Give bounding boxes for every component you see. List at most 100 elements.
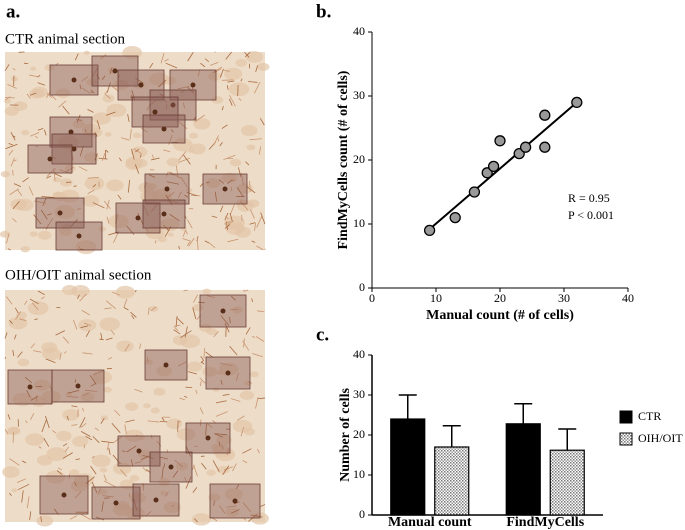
stain bbox=[112, 462, 132, 475]
process bbox=[196, 237, 199, 251]
process bbox=[150, 306, 157, 311]
process bbox=[38, 446, 42, 449]
process bbox=[218, 441, 221, 447]
stain bbox=[57, 135, 79, 150]
stain bbox=[160, 490, 168, 496]
process bbox=[64, 446, 70, 453]
cell bbox=[222, 186, 228, 192]
panel-label: c. bbox=[316, 324, 329, 345]
process bbox=[58, 100, 67, 108]
process bbox=[12, 67, 16, 71]
point bbox=[449, 211, 461, 224]
process bbox=[12, 218, 17, 223]
stain bbox=[4, 98, 12, 104]
process bbox=[185, 445, 192, 457]
process bbox=[187, 52, 194, 62]
stain bbox=[30, 66, 37, 71]
process bbox=[26, 390, 31, 398]
process bbox=[105, 300, 117, 310]
process bbox=[37, 74, 41, 78]
process bbox=[29, 74, 38, 78]
process bbox=[49, 385, 52, 391]
process bbox=[229, 212, 233, 222]
process bbox=[256, 216, 263, 228]
cell bbox=[153, 497, 159, 503]
bar bbox=[390, 418, 426, 516]
process bbox=[207, 295, 215, 299]
process bbox=[182, 154, 191, 165]
process bbox=[62, 336, 70, 344]
process bbox=[134, 388, 143, 393]
point bbox=[487, 160, 500, 173]
process bbox=[239, 200, 249, 211]
process bbox=[164, 58, 169, 62]
process bbox=[77, 294, 80, 300]
process bbox=[108, 447, 111, 455]
process bbox=[104, 90, 108, 95]
process bbox=[198, 301, 205, 304]
process bbox=[54, 173, 62, 178]
process bbox=[90, 465, 97, 475]
process bbox=[15, 311, 21, 320]
x-tick-label: FindMyCells bbox=[506, 515, 584, 530]
cell bbox=[136, 448, 142, 454]
process bbox=[242, 502, 252, 513]
process bbox=[120, 469, 127, 477]
process bbox=[103, 474, 107, 481]
process bbox=[104, 307, 112, 310]
cell bbox=[164, 186, 170, 192]
process bbox=[223, 154, 236, 161]
process bbox=[230, 398, 241, 402]
process bbox=[55, 330, 65, 336]
process bbox=[246, 185, 256, 194]
process bbox=[180, 176, 188, 188]
process bbox=[227, 179, 233, 184]
process bbox=[229, 317, 231, 324]
cell bbox=[138, 82, 144, 88]
process bbox=[258, 146, 262, 155]
process bbox=[183, 395, 188, 398]
stain bbox=[75, 240, 97, 255]
cell bbox=[113, 500, 119, 506]
process bbox=[255, 336, 265, 342]
stain bbox=[25, 433, 44, 446]
process bbox=[91, 67, 99, 78]
process bbox=[7, 248, 11, 251]
process bbox=[105, 111, 116, 116]
process bbox=[13, 334, 17, 340]
annotation: R = 0.95 bbox=[568, 191, 610, 205]
process bbox=[105, 337, 113, 341]
process bbox=[43, 129, 47, 136]
process bbox=[71, 424, 78, 426]
stain bbox=[206, 469, 216, 476]
process bbox=[201, 462, 207, 470]
stain bbox=[11, 76, 19, 82]
process bbox=[92, 436, 100, 444]
micrograph bbox=[2, 284, 269, 527]
cell bbox=[135, 215, 141, 221]
process bbox=[81, 309, 90, 316]
process bbox=[40, 296, 45, 300]
stain bbox=[55, 88, 71, 99]
process bbox=[124, 424, 127, 434]
process bbox=[96, 120, 101, 130]
process bbox=[62, 452, 73, 459]
process bbox=[29, 92, 37, 96]
stain bbox=[113, 503, 132, 516]
process bbox=[4, 64, 10, 72]
stain bbox=[115, 285, 136, 299]
point bbox=[539, 141, 551, 153]
stain bbox=[72, 435, 89, 447]
x-tick-label: 20 bbox=[494, 291, 506, 305]
stain bbox=[84, 176, 105, 191]
process bbox=[117, 74, 121, 78]
stain bbox=[125, 158, 143, 170]
process bbox=[169, 213, 180, 222]
point bbox=[468, 186, 481, 198]
stain bbox=[16, 311, 27, 319]
cell bbox=[71, 146, 77, 152]
annotation: P < 0.001 bbox=[568, 208, 614, 222]
process bbox=[17, 351, 23, 358]
process bbox=[12, 349, 15, 357]
